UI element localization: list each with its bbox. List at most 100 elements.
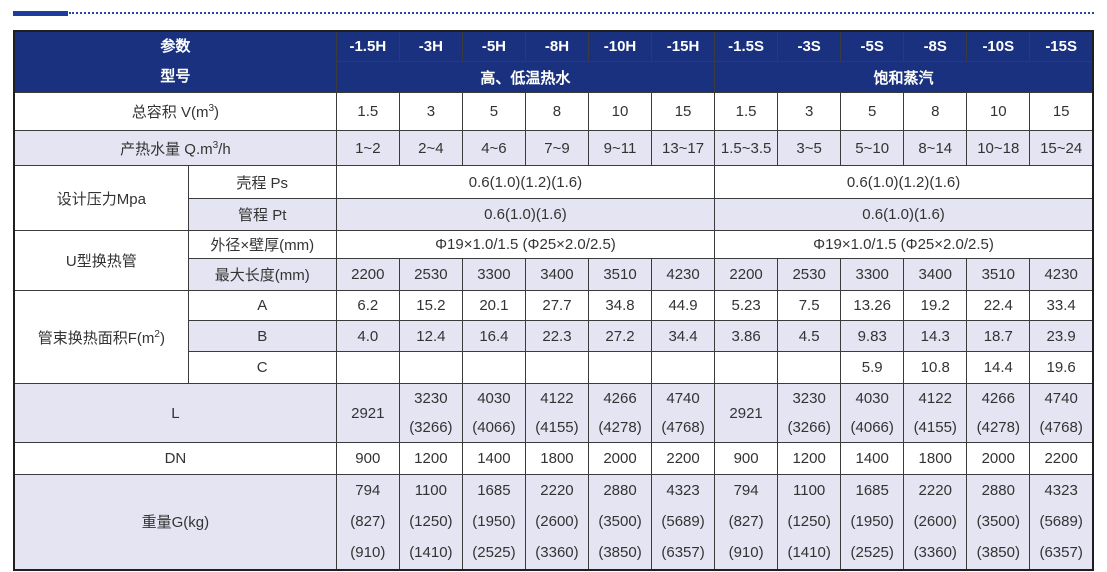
sub-label-a: A: [187, 290, 337, 321]
row-area-c: C 5.9 10.8 14.4 19.6: [14, 351, 1094, 384]
row-tube-pressure: 管程 Pt 0.6(1.0)(1.6) 0.6(1.0)(1.6): [14, 198, 1094, 231]
area-a-cell: 6.2: [335, 290, 400, 321]
area-c-cell: [714, 351, 779, 384]
area-b-cell: 9.83: [840, 320, 905, 352]
hot-water-cell: 10~18: [966, 130, 1031, 166]
volume-cell: 3: [777, 92, 842, 131]
row-l: L 2921 3230 (3266) 4030 (4066) 4122 (415…: [13, 383, 1094, 443]
area-b-cell: 23.9: [1029, 320, 1094, 352]
l-cell: 4266 (4278): [966, 383, 1031, 443]
dn-cell: 2200: [651, 442, 716, 475]
area-b-cell: 34.4: [651, 320, 716, 352]
volume-cell: 5: [840, 92, 905, 131]
l-cell: 4030 (4066): [461, 383, 526, 443]
row-label-exchange-area: 管束换热面积F(m2): [13, 290, 189, 384]
weight-cell: 4323 (5689) (6357): [651, 474, 716, 570]
volume-cell: 10: [966, 92, 1031, 131]
dn-cell: 2000: [587, 442, 653, 475]
tube-pressure-hot-water: 0.6(1.0)(1.6): [335, 198, 716, 231]
sub-label-c: C: [187, 351, 337, 384]
sub-label-max-length: 最大长度(mm): [187, 258, 337, 291]
spec-table: 参数 型号 -1.5H -3H -5H -8H -10H -15H -1.5S …: [13, 30, 1094, 571]
area-b-cell: 22.3: [524, 320, 589, 352]
l-cell: 3230 (3266): [398, 383, 463, 443]
max-length-cell: 3400: [903, 258, 968, 291]
weight-cell: 1685 (1950) (2525): [840, 474, 905, 570]
od-thickness-hot-water: Φ19×1.0/1.5 (Φ25×2.0/2.5): [335, 230, 716, 259]
row-label-dn: DN: [13, 442, 337, 475]
hot-water-cell: 7~9: [524, 130, 589, 166]
area-a-cell: 22.4: [966, 290, 1031, 321]
corner-model-label: 型号: [160, 68, 191, 85]
accent-bar: [13, 10, 68, 16]
weight-cell: 794 (827) (910): [714, 474, 779, 570]
hot-water-cell: 1.5~3.5: [714, 130, 779, 166]
weight-cell: 1685 (1950) (2525): [461, 474, 526, 570]
weight-cell: 1100 (1250) (1410): [398, 474, 463, 570]
volume-cell: 8: [903, 92, 968, 131]
sub-label-od-thickness: 外径×壁厚(mm): [187, 230, 337, 259]
max-length-cell: 4230: [1029, 258, 1094, 291]
weight-cell: 2220 (2600) (3360): [903, 474, 968, 570]
row-label-u-tube: U型换热管: [13, 230, 189, 291]
model-header: -10H: [587, 30, 653, 63]
model-header: -1.5S: [714, 30, 779, 63]
hot-water-cell: 13~17: [651, 130, 716, 166]
model-header: -15S: [1029, 30, 1094, 63]
area-b-cell: 12.4: [398, 320, 463, 352]
max-length-cell: 2530: [398, 258, 463, 291]
area-c-cell: [587, 351, 653, 384]
dn-cell: 900: [335, 442, 400, 475]
area-b-cell: 3.86: [714, 320, 779, 352]
corner-param-label: 参数: [160, 38, 191, 55]
area-c-cell: [335, 351, 400, 384]
dn-cell: 2000: [966, 442, 1031, 475]
header-row-models: 参数 型号 -1.5H -3H -5H -8H -10H -15H -1.5S …: [13, 30, 1094, 93]
area-c-cell: [651, 351, 716, 384]
weight-cell: 794 (827) (910): [335, 474, 400, 570]
volume-cell: 5: [461, 92, 526, 131]
row-weight: 重量G(kg) 794 (827) (910) 1100 (1250) (141…: [13, 474, 1094, 570]
row-shell-pressure: 设计压力Mpa 壳程 Ps 0.6(1.0)(1.2)(1.6) 0.6(1.0…: [13, 165, 1094, 231]
max-length-cell: 2530: [777, 258, 842, 291]
model-header: -3H: [398, 30, 463, 63]
row-dn: DN 900 1200 1400 1800 2000 2200 900 1200…: [13, 442, 1094, 475]
model-header: -8H: [524, 30, 589, 63]
volume-cell: 15: [651, 92, 716, 131]
row-label-l: L: [13, 383, 337, 443]
area-b-cell: 18.7: [966, 320, 1031, 352]
dn-cell: 1200: [398, 442, 463, 475]
max-length-cell: 3300: [461, 258, 526, 291]
area-b-cell: 4.0: [335, 320, 400, 352]
volume-cell: 1.5: [335, 92, 400, 131]
hot-water-cell: 8~14: [903, 130, 968, 166]
area-c-cell: [777, 351, 842, 384]
weight-cell: 2220 (2600) (3360): [524, 474, 589, 570]
hot-water-cell: 9~11: [587, 130, 653, 166]
hot-water-cell: 2~4: [398, 130, 463, 166]
max-length-cell: 3400: [524, 258, 589, 291]
model-header: -1.5H: [335, 30, 400, 63]
sub-label-shell-ps: 壳程 Ps: [187, 165, 337, 199]
weight-cell: 4323 (5689) (6357): [1029, 474, 1094, 570]
area-a-cell: 19.2: [903, 290, 968, 321]
area-b-cell: 4.5: [777, 320, 842, 352]
area-a-cell: 44.9: [651, 290, 716, 321]
sub-label-tube-pt: 管程 Pt: [187, 198, 337, 231]
model-header: -5S: [840, 30, 905, 63]
max-length-cell: 4230: [651, 258, 716, 291]
dotted-rule: [69, 12, 1094, 14]
max-length-cell: 3300: [840, 258, 905, 291]
dn-cell: 1800: [903, 442, 968, 475]
area-a-cell: 20.1: [461, 290, 526, 321]
row-label-volume: 总容积 V(m3): [13, 92, 337, 131]
l-cell: 4122 (4155): [903, 383, 968, 443]
model-header: -10S: [966, 30, 1031, 63]
max-length-cell: 3510: [587, 258, 653, 291]
l-cell: 4266 (4278): [587, 383, 653, 443]
l-cell: 4030 (4066): [840, 383, 905, 443]
l-cell: 2921: [714, 383, 779, 443]
row-max-length: 最大长度(mm) 2200 2530 3300 3400 3510 4230 2…: [14, 258, 1094, 291]
header-row-groups: 高、低温热水 饱和蒸汽: [14, 61, 1094, 93]
area-a-cell: 34.8: [587, 290, 653, 321]
